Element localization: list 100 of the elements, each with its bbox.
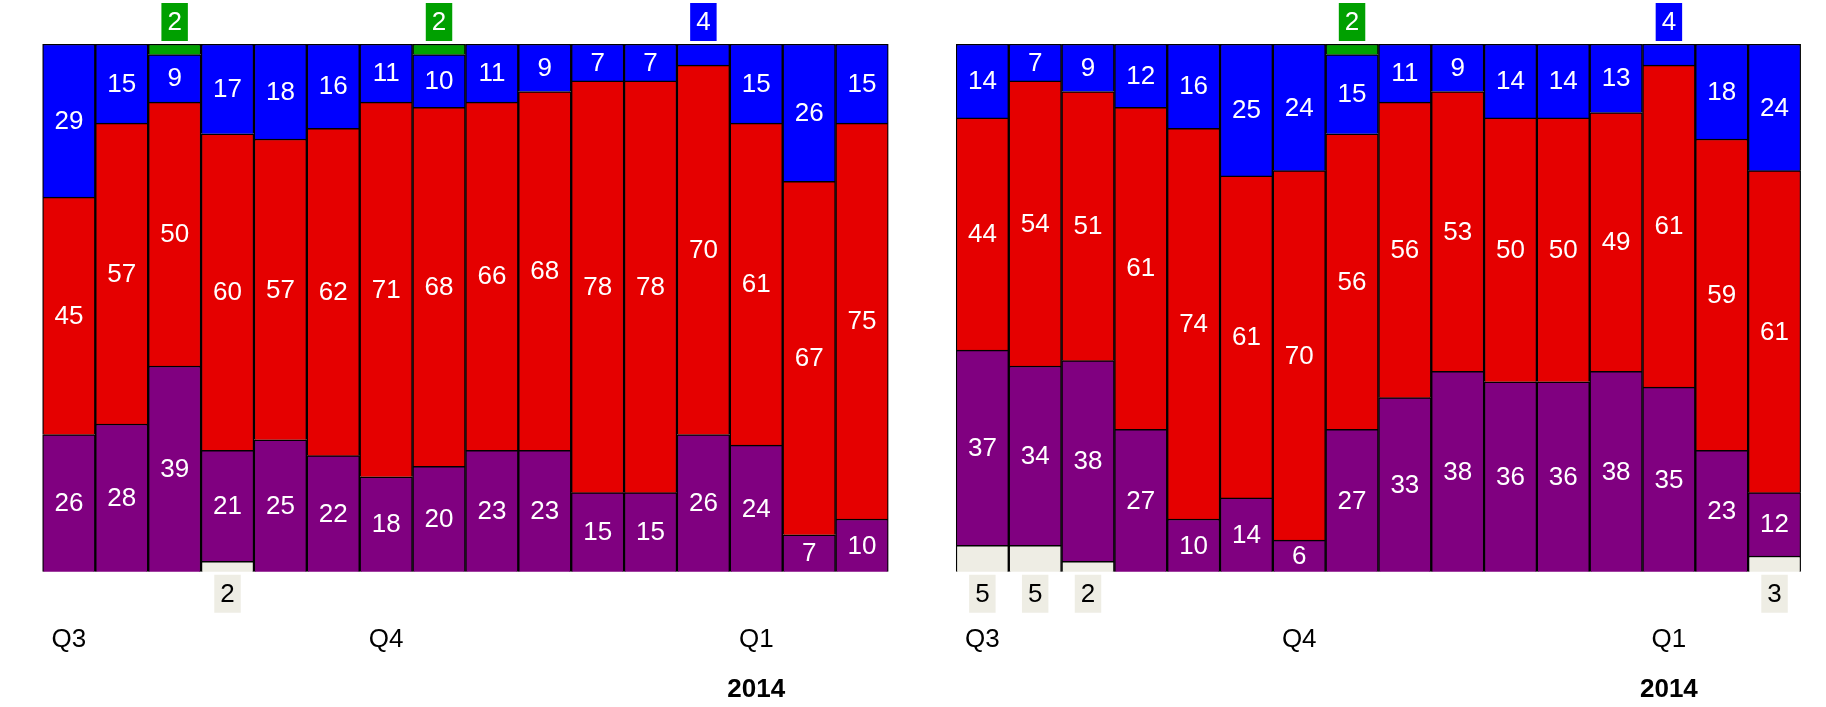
data-label: 59 (1707, 278, 1737, 309)
data-label: 15 (583, 516, 613, 547)
data-label: 16 (318, 70, 348, 101)
data-label: 11 (478, 57, 506, 88)
data-label: 12 (1760, 508, 1789, 539)
data-label: 15 (107, 67, 137, 98)
data-label: 39 (160, 453, 190, 484)
data-label: 15 (1337, 78, 1367, 109)
data-label: 15 (741, 67, 771, 98)
data-label: 61 (1760, 315, 1789, 346)
data-label: 15 (636, 516, 665, 547)
data-label: 50 (1548, 234, 1578, 265)
data-label: 7 (1027, 46, 1043, 77)
x-tick-label: Q1 (738, 622, 774, 653)
data-label: 17 (213, 73, 242, 104)
data-label: 15 (847, 67, 877, 98)
data-label: 2 (1344, 6, 1360, 37)
data-label: 61 (1231, 321, 1261, 352)
data-label: 2 (1080, 577, 1096, 608)
data-label: 2 (167, 6, 182, 37)
data-label: 7 (590, 46, 605, 77)
data-label: 36 (1496, 460, 1525, 491)
data-label: 18 (371, 508, 401, 539)
data-label: 4 (696, 6, 711, 37)
data-label: 28 (107, 482, 137, 513)
data-label: 9 (1080, 51, 1096, 82)
data-label: 51 (1073, 210, 1103, 241)
data-label: 24 (741, 492, 771, 523)
data-label: 26 (688, 487, 718, 518)
data-label: 35 (1654, 463, 1684, 494)
data-label: 9 (1450, 51, 1465, 82)
data-label: 33 (1390, 468, 1420, 499)
data-label: 54 (1020, 207, 1050, 238)
data-label: 24 (1284, 91, 1314, 122)
data-label: 11 (1391, 57, 1419, 88)
data-label: 74 (1179, 307, 1209, 338)
data-label: 9 (167, 62, 182, 93)
x-tick-label: Q3 (965, 622, 1000, 653)
data-label: 27 (1126, 484, 1156, 515)
data-label: 38 (1601, 455, 1631, 486)
data-label: 50 (160, 218, 190, 249)
data-label: 24 (1760, 91, 1789, 122)
data-label: 3 (1767, 577, 1782, 608)
data-label: 22 (318, 497, 348, 528)
x-tick-label: Q4 (1281, 622, 1317, 653)
data-label: 61 (741, 268, 771, 299)
data-label: 10 (847, 529, 877, 560)
data-label: 26 (54, 487, 84, 518)
data-label: 2 (431, 6, 447, 37)
text: 2014 (727, 673, 786, 704)
data-label: 6 (1292, 540, 1307, 571)
data-label: 60 (213, 276, 242, 307)
data-label: 18 (265, 75, 295, 106)
data-label: 5 (975, 577, 990, 608)
data-label: 14 (1231, 519, 1261, 550)
data-label: 57 (265, 273, 295, 304)
x-tick-label: Q3 (51, 622, 87, 653)
data-label: 23 (530, 495, 560, 526)
data-label: 70 (688, 234, 718, 265)
x-tick-label: Q1 (1651, 622, 1687, 653)
data-label: 49 (1601, 226, 1631, 257)
data-label: 56 (1390, 234, 1420, 265)
data-label: 57 (107, 257, 137, 288)
data-label: 78 (583, 270, 613, 301)
data-label: 71 (371, 273, 401, 304)
data-label: 70 (1284, 339, 1314, 370)
data-label: 11 (372, 57, 400, 88)
data-label: 34 (1020, 439, 1050, 470)
data-label: 67 (794, 342, 824, 373)
data-label: 27 (1337, 484, 1367, 515)
data-label: 10 (1179, 529, 1209, 560)
data-label: 53 (1443, 215, 1473, 246)
data-label: 10 (424, 65, 454, 96)
data-label: 7 (643, 46, 658, 77)
data-label: 75 (847, 305, 877, 336)
data-label: 66 (477, 260, 507, 291)
data-label: 25 (1231, 94, 1261, 125)
data-label: 2 (220, 577, 235, 608)
data-label: 18 (1707, 75, 1737, 106)
data-label: 4 (1661, 6, 1677, 37)
data-label: 61 (1654, 210, 1684, 241)
data-label: 20 (424, 503, 454, 534)
data-label: 7 (801, 537, 817, 568)
data-label: 12 (1126, 59, 1156, 90)
data-label: 25 (265, 490, 295, 520)
data-label: 68 (424, 270, 454, 301)
data-label: 50 (1496, 234, 1525, 265)
data-label: 5 (1027, 577, 1043, 608)
x-tick-label: Q4 (368, 622, 404, 653)
data-label: 45 (54, 299, 84, 330)
data-label: 38 (1443, 455, 1473, 486)
data-label: 68 (530, 255, 560, 286)
data-label: 61 (1126, 252, 1156, 283)
data-label: 62 (318, 276, 348, 307)
text: 2014 (1639, 673, 1699, 704)
data-label: 14 (967, 65, 997, 96)
data-label: 37 (967, 431, 997, 462)
data-label: 44 (967, 218, 997, 249)
data-label: 21 (213, 490, 242, 520)
data-label: 36 (1548, 460, 1578, 491)
